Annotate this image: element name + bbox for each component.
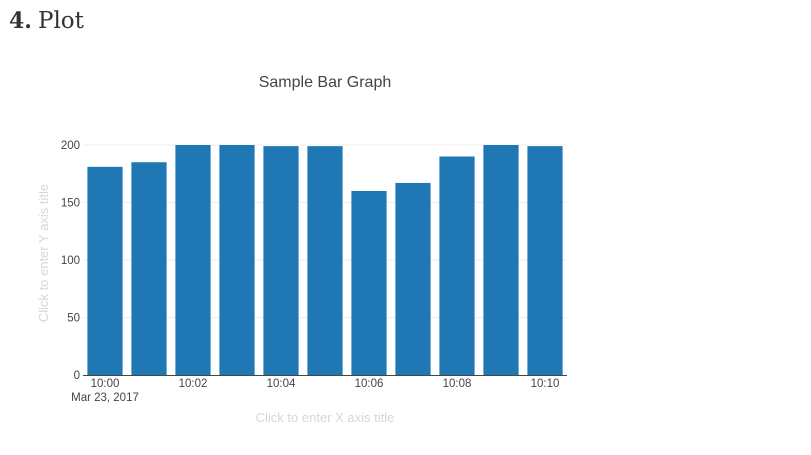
axes: 0 50 100 150 200 10:00 10:02 10:04 10:06 10:08 10:… xyxy=(61,140,567,404)
x-tick-label: 10:08 xyxy=(443,378,472,390)
y-axis-title[interactable]: Click to enter Y axis title xyxy=(36,184,51,322)
y-tick-label: 100 xyxy=(61,255,80,267)
bar-1005[interactable] xyxy=(307,146,343,375)
bar-1002[interactable] xyxy=(175,145,211,375)
bar-1001[interactable] xyxy=(131,162,167,375)
x-date-label: Mar 23, 2017 xyxy=(71,392,139,404)
x-tick-label: 10:04 xyxy=(267,378,296,390)
x-tick-label: 10:10 xyxy=(531,378,560,390)
x-axis-title[interactable]: Click to enter X axis title xyxy=(256,410,395,425)
y-tick-label: 200 xyxy=(61,140,80,152)
bar-1000[interactable] xyxy=(87,166,123,375)
y-tick-label: 50 xyxy=(67,313,80,325)
y-tick-label: 0 xyxy=(74,370,80,382)
bar-1008[interactable] xyxy=(439,156,475,376)
section-number: 4. xyxy=(9,8,32,34)
y-tick-label: 150 xyxy=(61,198,80,210)
x-tick-label: 10:06 xyxy=(355,378,384,390)
bar-1006[interactable] xyxy=(351,191,387,375)
x-tick-label: 10:02 xyxy=(179,378,208,390)
x-tick-label: 10:00 xyxy=(91,378,120,390)
section-heading: 4. Plot xyxy=(9,8,84,34)
bar-1003[interactable] xyxy=(219,145,255,375)
section-title: Plot xyxy=(37,8,84,34)
bar-1007[interactable] xyxy=(395,182,431,375)
bar-1004[interactable] xyxy=(263,146,299,375)
bars xyxy=(87,145,563,376)
bar-1010[interactable] xyxy=(527,146,563,375)
chart-title: Sample Bar Graph xyxy=(259,74,392,91)
bar-1009[interactable] xyxy=(483,145,519,375)
